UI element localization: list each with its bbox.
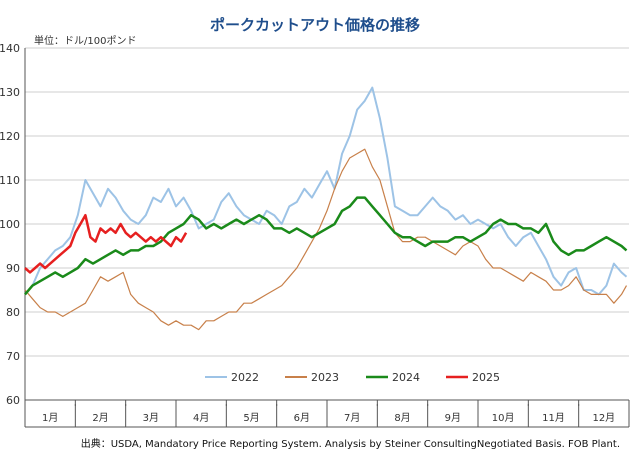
x-tick-label: 8月 <box>394 412 410 424</box>
x-tick-label: 2月 <box>92 412 108 424</box>
y-tick-label: 130 <box>0 86 20 99</box>
series-line-2025 <box>24 213 188 274</box>
y-tick-label: 80 <box>6 306 20 319</box>
y-tick-label: 120 <box>0 130 20 143</box>
y-tick-label: 110 <box>0 174 20 187</box>
y-tick-label: 100 <box>0 218 20 231</box>
x-tick-label: 9月 <box>445 412 461 424</box>
y-axis-ticks: 60 70 80 90 100 110 120 130 140 <box>0 42 20 407</box>
legend-label: 2022 <box>231 371 259 384</box>
series-lines <box>24 86 628 331</box>
unit-label: 単位：ドル/100ポンド <box>34 34 136 47</box>
legend-label: 2023 <box>311 371 339 384</box>
legend-label: 2025 <box>472 371 500 384</box>
legend: 2022 2023 2024 2025 <box>205 371 500 384</box>
y-tick-label: 140 <box>0 42 20 55</box>
x-tick-label: 5月 <box>243 412 259 424</box>
series-line-2022 <box>24 86 628 296</box>
x-tick-label: 1月 <box>42 412 58 424</box>
legend-label: 2024 <box>392 371 420 384</box>
x-tick-label: 7月 <box>344 412 360 424</box>
x-tick-label: 10月 <box>492 412 515 424</box>
x-tick-label: 3月 <box>143 412 159 424</box>
x-tick-label: 12月 <box>592 412 615 424</box>
series-line-2023 <box>24 148 628 331</box>
x-tick-label: 4月 <box>193 412 209 424</box>
y-tick-label: 60 <box>6 394 20 407</box>
y-tick-label: 70 <box>6 350 20 363</box>
chart-title: ポークカットアウト価格の推移 <box>210 16 420 34</box>
series-line-2024 <box>24 196 628 296</box>
x-tick-label: 11月 <box>542 412 565 424</box>
y-tick-label: 90 <box>6 262 20 275</box>
x-axis: 1月 2月 3月 4月 5月 6月 7月 8月 9月 10月 11月 12月 <box>24 48 630 428</box>
source-note: 出典：USDA, Mandatory Price Reporting Syste… <box>81 437 620 450</box>
x-tick-label: 6月 <box>294 412 310 424</box>
